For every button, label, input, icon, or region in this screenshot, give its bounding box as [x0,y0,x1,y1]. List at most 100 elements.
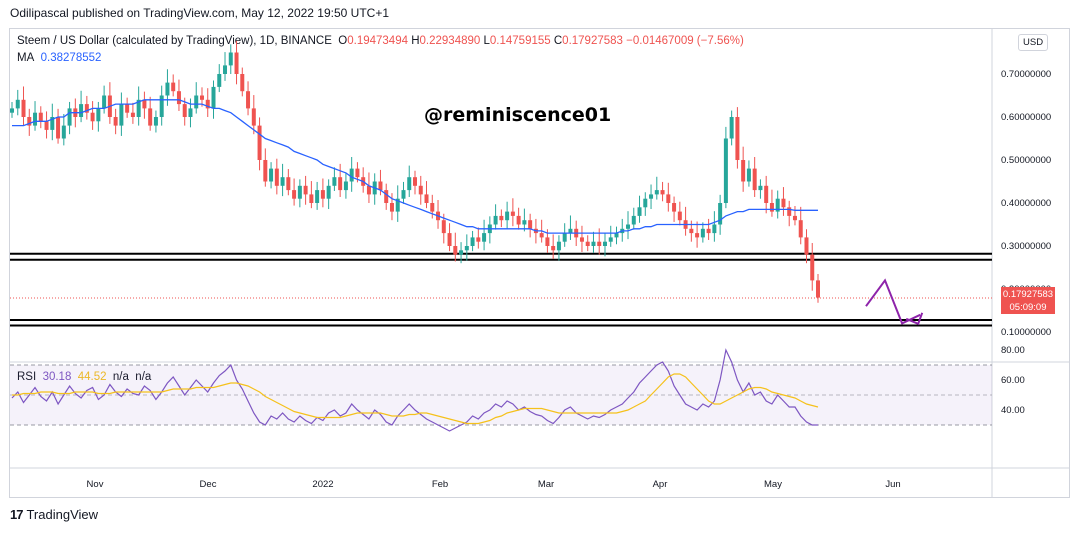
candle-body [407,177,412,191]
candle-body [752,168,757,191]
time-tick-label: Apr [653,479,668,490]
last-price-tag: 0.17927583 05:09:09 [1001,287,1055,314]
candle-body [401,190,406,199]
candle-body [447,233,452,246]
candle-body [424,194,429,203]
tradingview-brand[interactable]: 17 TradingView [10,507,99,522]
candle-body [50,117,55,130]
candle-body [355,168,360,178]
candle-body [125,104,130,113]
candle-body [626,224,631,229]
candle-body [545,237,550,246]
candle-body [649,194,654,199]
price-tick-label: 0.70000000 [1001,69,1051,80]
projection-arrow [865,278,921,325]
candle-body [723,138,728,203]
candle-body [257,125,262,160]
candle-body [320,190,325,199]
candle-body [315,190,320,203]
low-value: 0.14759155 [489,35,551,47]
candle-body [781,198,786,208]
price-tick-label: 0.50000000 [1001,155,1051,166]
price-tick-label: 0.60000000 [1001,112,1051,123]
time-tick-label: 2022 [312,479,333,490]
open-value: 0.19473494 [347,35,408,47]
candle-body [15,99,20,109]
time-tick-label: Jun [885,479,900,490]
candle-body [292,190,297,199]
candle-body [741,160,746,182]
candle-body [159,95,164,117]
candle-body [234,52,239,74]
candle-body [90,112,95,122]
candle-body [614,233,619,238]
candle-body [499,215,504,221]
candle-body [33,112,38,126]
candle-body [286,177,291,191]
candle-body [113,117,118,126]
candle-body [631,215,636,225]
candle-body [810,254,815,281]
candle-body [700,228,705,238]
candle-body [510,211,515,216]
rsi-line [11,348,818,432]
rsi-tick-label: 40.00 [1001,405,1025,416]
candle-body [269,168,274,182]
candle-body [672,203,677,212]
candle-body [787,207,792,216]
candle-body [516,215,521,225]
candle-body [470,237,475,246]
candle-body [384,190,389,203]
candle-body [338,177,343,191]
candle-body [228,52,233,66]
candle-body [280,177,285,186]
candle-body [459,250,464,255]
candle-body [718,203,723,225]
rsi-ma-line [12,373,819,425]
candle-body [464,246,469,251]
candle-body [556,241,561,251]
candle-body [21,99,26,117]
rsi-legend[interactable]: RSI 30.18 44.52 n/a n/a [17,371,152,383]
candle-body [660,190,665,195]
candle-body [182,104,187,117]
candle-body [165,82,170,96]
high-value: 0.22934890 [419,35,481,47]
tradingview-logo-icon: 17 [10,507,24,522]
candle-body [240,74,245,92]
candle-body [758,185,763,191]
candle-body [119,104,124,126]
candle-body [568,228,573,234]
candle-body [205,99,210,109]
candle-body [637,207,642,216]
candle-countdown: 05:09:09 [1009,302,1047,313]
ma-legend[interactable]: MA 0.38278552 [17,52,102,64]
candle-body [130,112,135,117]
candle-body [343,181,348,191]
candle-body [142,99,147,109]
candle-body [274,168,279,186]
symbol-header: Steem / US Dollar (calculated by Trading… [17,35,744,47]
candle-body [10,108,14,113]
candle-body [56,117,61,139]
last-price: 0.17927583 [1002,289,1054,300]
candle-body [706,228,711,234]
price-tick-label: 0.40000000 [1001,198,1051,209]
price-tick-label: 0.30000000 [1001,241,1051,252]
candle-body [211,86,216,109]
candle-body [378,181,383,191]
candle-body [666,194,671,203]
candle-body [775,198,780,212]
candle-body [148,108,153,126]
currency-button[interactable]: USD [1018,34,1049,51]
candle-body [493,215,498,225]
candle-body [246,91,251,109]
candle-body [61,125,66,139]
candle-body [441,220,446,234]
candle-body [585,241,590,246]
candle-body [395,198,400,212]
candle-body [476,237,481,242]
candle-body [67,108,72,126]
author-watermark: @reminiscence01 [424,104,612,126]
